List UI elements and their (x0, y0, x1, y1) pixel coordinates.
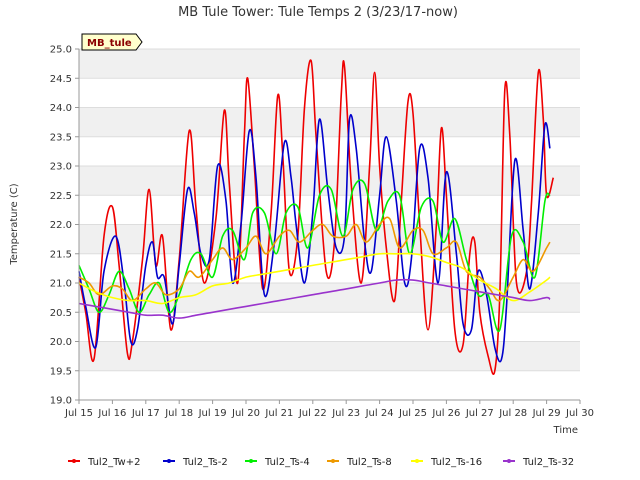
series-line-2 (78, 179, 551, 333)
legend-item-5: Tul2_Ts-32 (503, 457, 574, 468)
badge-label: MB_tule (87, 38, 132, 49)
x-tick-label: Jul 17 (131, 408, 160, 419)
x-tick-label: Jul 25 (398, 408, 427, 419)
y-tick-label: 20.5 (50, 308, 72, 319)
tick-labels: Jul 15 Jul 16 Jul 17 Jul 18 Jul 19 Jul 20 Jul … (50, 45, 594, 420)
legend-item-1: Tul2_Ts-2 (163, 457, 228, 468)
y-tick-label: 20.0 (50, 337, 72, 348)
y-tick-label: 19.0 (50, 396, 72, 407)
x-tick-label: Jul 19 (198, 408, 227, 419)
x-tick-label: Jul 30 (565, 408, 594, 419)
series-line-5 (78, 278, 551, 319)
grid-band (79, 49, 580, 79)
legend-marker (507, 459, 511, 463)
grid-band (79, 166, 580, 196)
legend: Tul2_Tw+2 Tul2_Ts-2 Tul2_Ts-4 Tul2_Ts-8 Tul2… (68, 457, 574, 468)
legend-label: Tul2_Ts-2 (182, 457, 228, 468)
y-tick-label: 22.0 (50, 220, 72, 231)
y-tick-label: 23.0 (50, 162, 72, 173)
legend-item-0: Tul2_Tw+2 (68, 457, 140, 468)
y-tick-label: 24.5 (50, 74, 72, 85)
legend-marker (249, 459, 253, 463)
grid-band (79, 283, 580, 313)
y-tick-label: 25.0 (50, 45, 72, 56)
x-tick-label: Jul 29 (532, 408, 561, 419)
x-tick-label: Jul 26 (431, 408, 460, 419)
x-tick-label: Jul 24 (365, 408, 394, 419)
series-line-4 (78, 252, 551, 305)
legend-marker (415, 459, 419, 463)
legend-item-4: Tul2_Ts-16 (411, 457, 482, 468)
badge-shape (81, 33, 143, 51)
legend-marker (331, 459, 335, 463)
chart-title: MB Tule Tower: Tule Temps 2 (3/23/17-now… (178, 5, 458, 20)
x-tick-label: Jul 22 (298, 408, 327, 419)
y-tick-label: 19.5 (50, 366, 72, 377)
legend-label: Tul2_Ts-4 (264, 457, 310, 468)
series-line-0 (78, 59, 555, 375)
x-tick-label: Jul 23 (331, 408, 360, 419)
legend-label: Tul2_Ts-8 (346, 457, 392, 468)
x-axis-label: Time (553, 425, 578, 436)
x-tick-label: Jul 21 (264, 408, 293, 419)
legend-label: Tul2_Ts-16 (430, 457, 482, 468)
legend-label: Tul2_Ts-32 (522, 457, 574, 468)
x-tick-label: Jul 28 (498, 408, 527, 419)
legend-item-2: Tul2_Ts-4 (245, 457, 310, 468)
grid-band (79, 107, 580, 137)
series-layer (78, 59, 555, 375)
legend-marker (72, 459, 76, 463)
x-tick-label: Jul 20 (231, 408, 260, 419)
legend-marker (167, 459, 171, 463)
y-tick-label: 21.0 (50, 279, 72, 290)
site-badge: MB_tule (81, 33, 143, 51)
series-line-3 (78, 216, 551, 302)
y-tick-label: 24.0 (50, 103, 72, 114)
y-tick-label: 22.5 (50, 191, 72, 202)
y-tick-label: 23.5 (50, 132, 72, 143)
legend-label: Tul2_Tw+2 (87, 457, 140, 468)
y-axis-label: Temperature (C) (9, 183, 20, 265)
y-tick-label: 21.5 (50, 249, 72, 260)
series-line-1 (78, 113, 551, 363)
legend-item-3: Tul2_Ts-8 (327, 457, 392, 468)
x-tick-label: Jul 15 (64, 408, 93, 419)
x-tick-label: Jul 18 (164, 408, 193, 419)
x-tick-label: Jul 16 (97, 408, 126, 419)
x-tick-label: Jul 27 (465, 408, 494, 419)
grid-band (79, 341, 580, 371)
